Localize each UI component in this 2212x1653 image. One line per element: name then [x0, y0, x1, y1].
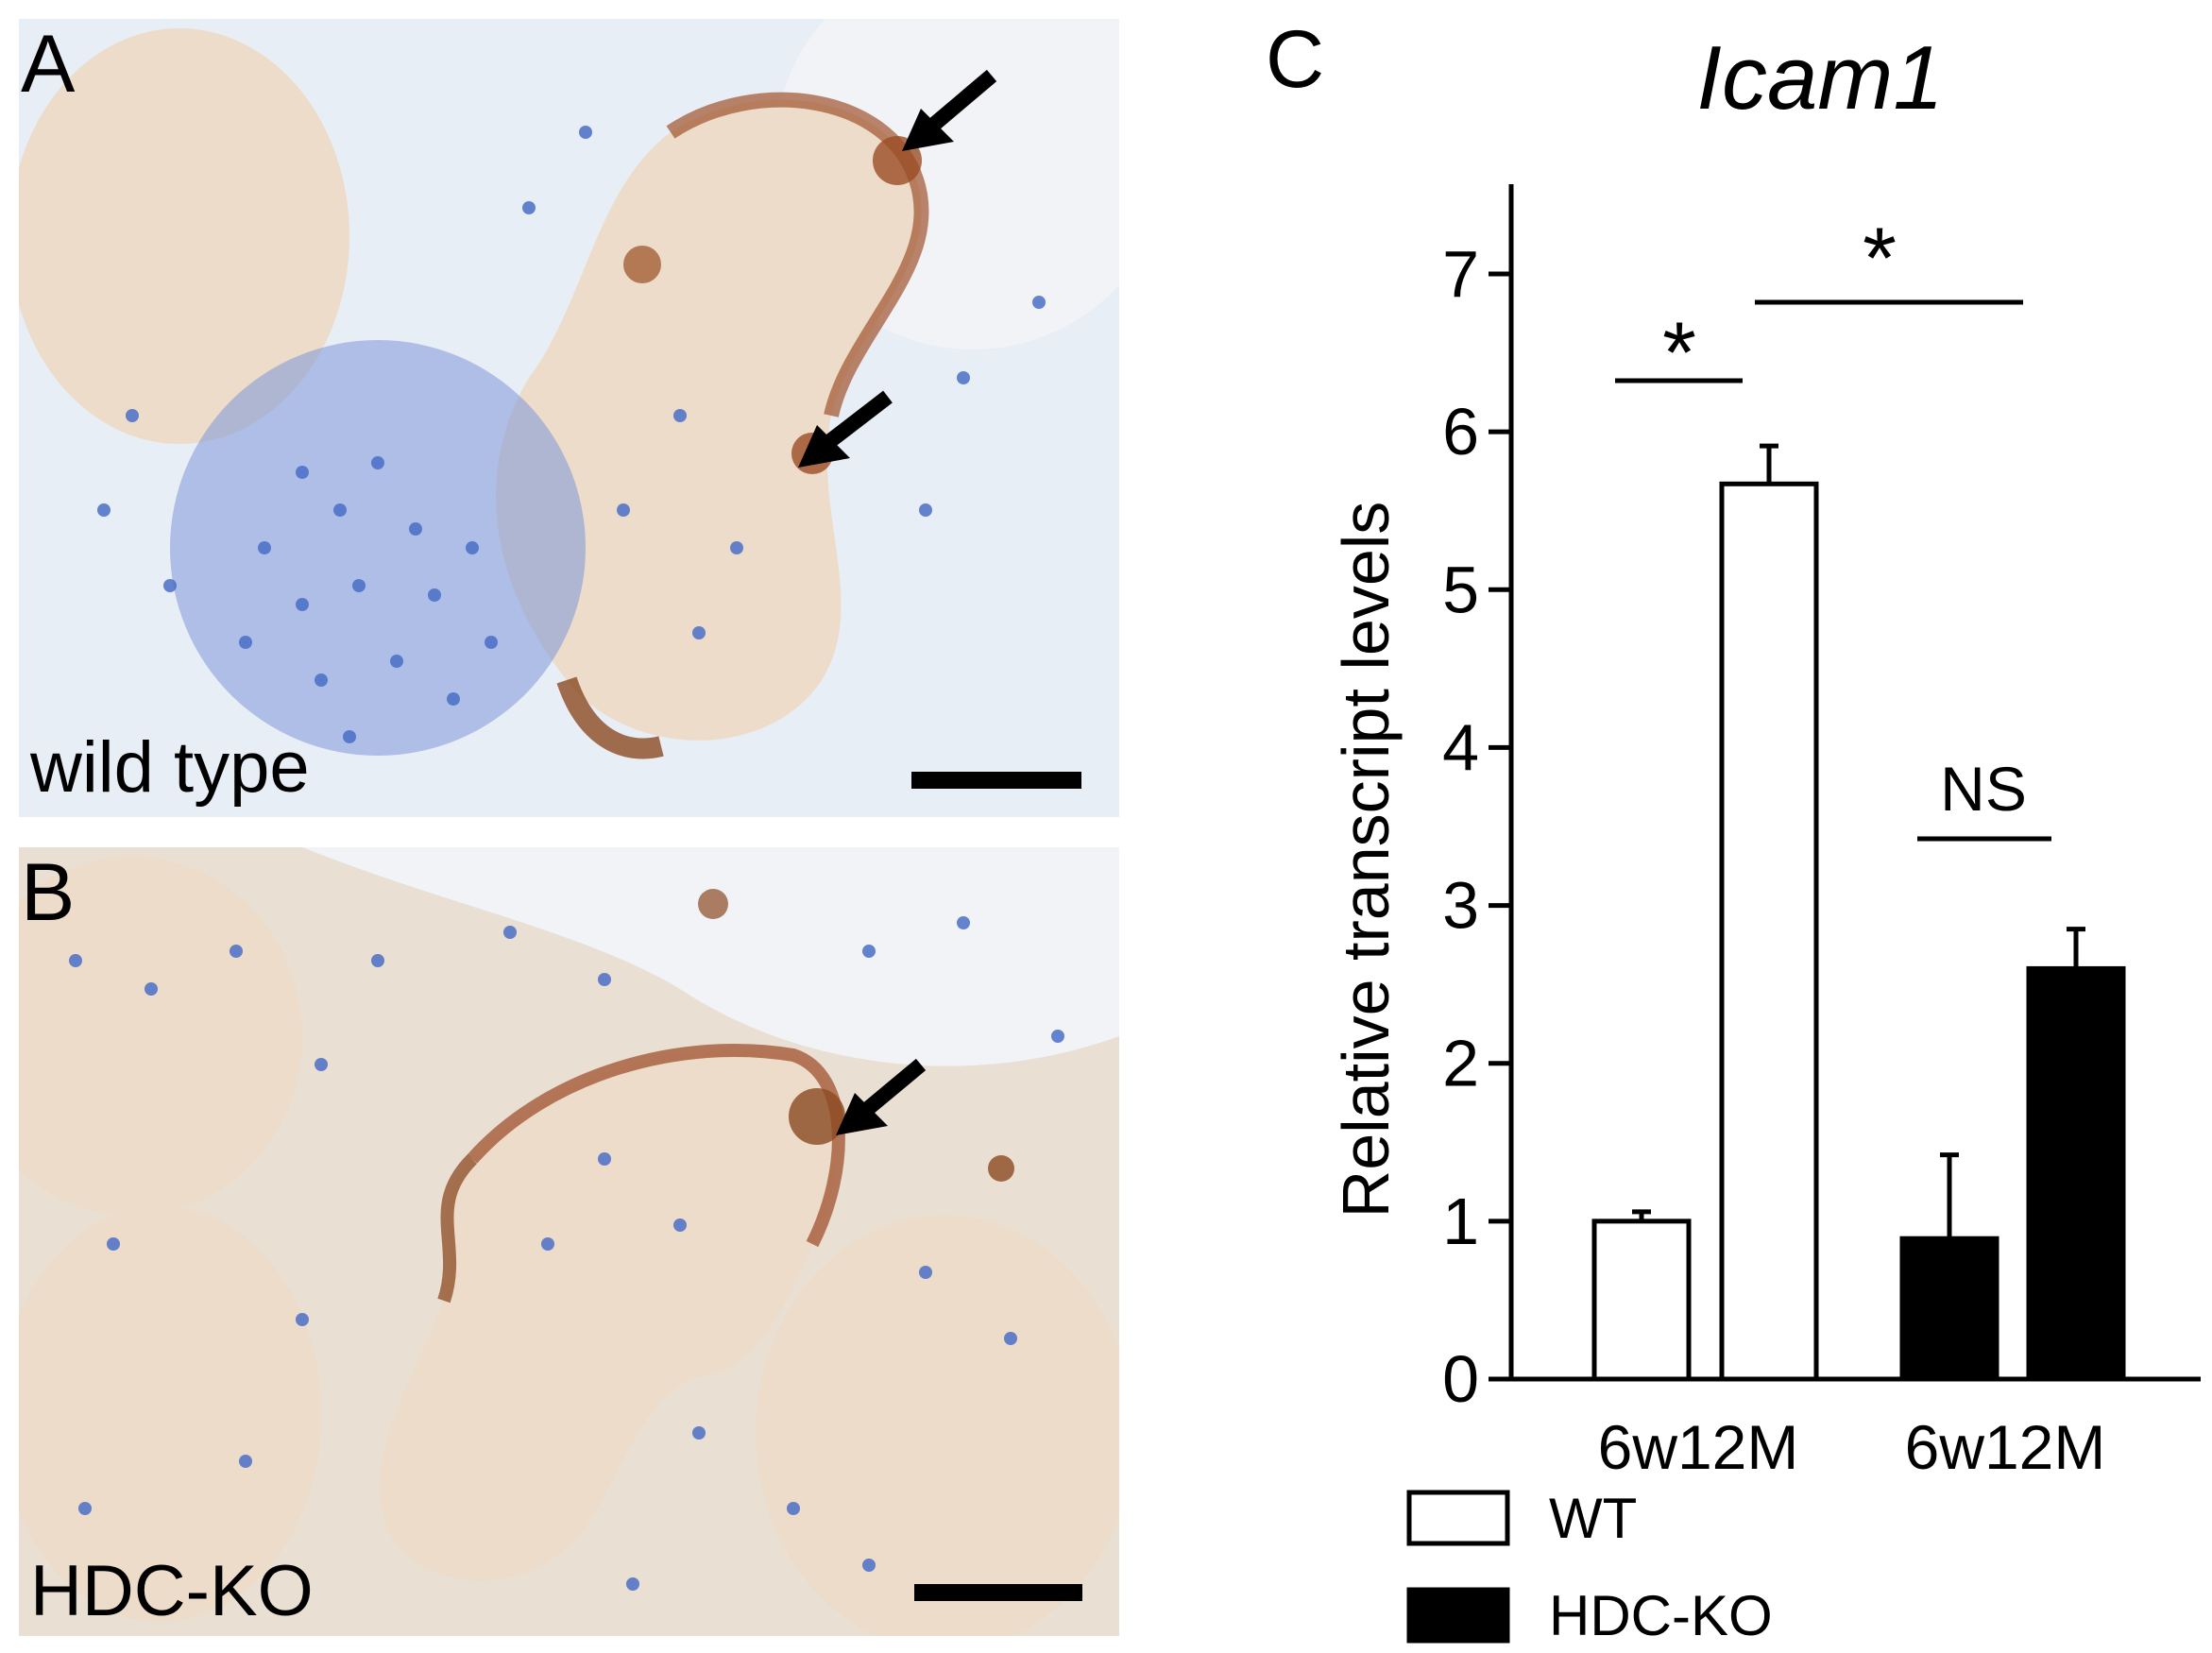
- micrograph-hdc-ko: B HDC-KO: [19, 847, 1119, 1636]
- legend-label: WT: [1549, 1487, 1637, 1550]
- ihc-image-a: [19, 19, 1119, 817]
- arrow-icons-a: [798, 69, 997, 468]
- significance-star: *: [1662, 305, 1696, 401]
- legend-label: HDC-KO: [1549, 1584, 1773, 1647]
- arrow-icon: [902, 69, 997, 151]
- bar: [1719, 481, 1819, 1382]
- y-tick-label: 5: [1442, 553, 1479, 626]
- bar: [2026, 965, 2126, 1382]
- legend-swatch: [1406, 1587, 1510, 1644]
- y-tick-label: 2: [1442, 1027, 1479, 1100]
- arrow-icons-b: [836, 1058, 927, 1135]
- y-tick-label: 7: [1442, 237, 1479, 311]
- bar-chart-icam1: C Icam1 Relative transcript levels 0 1 2 3 4…: [1266, 14, 2201, 1647]
- ihc-image-b: [19, 847, 1119, 1636]
- y-tick-label: 3: [1442, 869, 1479, 943]
- y-tick-label: 0: [1442, 1342, 1479, 1416]
- y-tick-label: 1: [1442, 1184, 1479, 1258]
- panel-label-c: C: [1266, 14, 1324, 105]
- panel-label-a: A: [21, 19, 76, 110]
- chart-title: Icam1: [1696, 27, 1943, 128]
- panel-label-b: B: [21, 847, 76, 938]
- panel-caption-wild-type: wild type: [30, 727, 310, 808]
- panel-caption-hdc-ko: HDC-KO: [30, 1551, 314, 1631]
- legend-swatch: [1406, 1490, 1510, 1546]
- x-group-label: 6w12M: [1905, 1412, 2106, 1482]
- significance-ns: NS: [1940, 754, 2027, 824]
- x-group-label: 6w12M: [1598, 1412, 1799, 1482]
- bar: [1591, 1218, 1692, 1382]
- y-tick-label: 6: [1442, 395, 1479, 469]
- significance-star: *: [1863, 211, 1897, 307]
- scale-bar: [911, 772, 1081, 789]
- y-axis-label: Relative transcript levels: [1329, 502, 1403, 1218]
- arrow-icon: [798, 390, 893, 468]
- y-tick-label: 4: [1442, 710, 1479, 784]
- arrow-icon: [836, 1058, 927, 1135]
- bar: [1899, 1235, 1999, 1382]
- micrograph-wild-type: A wild type: [19, 19, 1119, 817]
- scale-bar: [914, 1584, 1082, 1601]
